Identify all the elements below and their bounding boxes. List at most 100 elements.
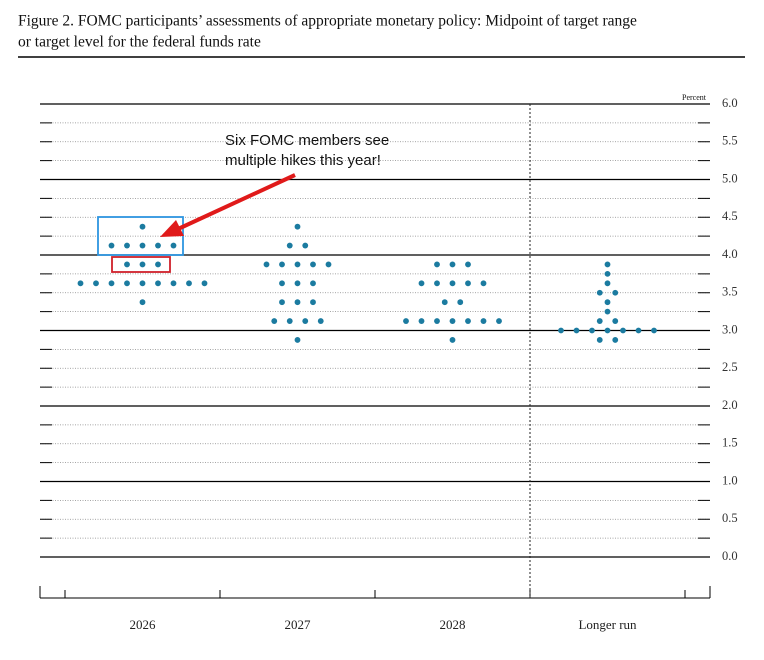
- dot: [186, 280, 192, 287]
- annotation: Six FOMC members see: [225, 132, 389, 149]
- dot: [651, 327, 657, 334]
- dot: [465, 261, 471, 268]
- dot: [155, 261, 161, 268]
- y-tick-label: 2.5: [722, 360, 738, 374]
- dot: [155, 242, 161, 249]
- dot: [310, 299, 316, 306]
- dot: [124, 280, 130, 287]
- arrow: [177, 173, 296, 231]
- dot: [139, 242, 146, 249]
- dot: [108, 242, 115, 249]
- dot: [589, 327, 595, 334]
- dot: [279, 299, 285, 306]
- dot: [325, 261, 332, 268]
- dot: [286, 242, 293, 249]
- dot: [286, 318, 293, 324]
- y-tick-label: 2.0: [722, 398, 738, 412]
- x-tick-label: 2027: [285, 617, 312, 632]
- y-tick-label: 0.5: [722, 511, 738, 525]
- dot: [604, 270, 611, 277]
- dot: [310, 280, 316, 287]
- dot: [279, 261, 285, 268]
- dot: [294, 223, 301, 230]
- dot: [434, 280, 440, 287]
- y-tick-label: 3.5: [722, 285, 738, 299]
- dot: [93, 280, 99, 287]
- dot: [604, 308, 611, 315]
- dot: [496, 318, 502, 324]
- dot: [604, 299, 611, 306]
- dot: [635, 327, 642, 334]
- dot: [465, 280, 471, 287]
- x-tick-label: 2028: [440, 617, 466, 632]
- dot: [139, 299, 146, 306]
- dot: [434, 261, 440, 268]
- x-tick-label: Longer run: [578, 617, 637, 632]
- dot: [271, 318, 278, 324]
- chart-subtitle: or target level for the federal funds ra…: [18, 34, 261, 51]
- y-tick-label: 4.0: [722, 247, 738, 261]
- plot: 0.0 0.5 1.0 1.5 2.0 2.5 3.0 3.5 4.0 4.5 5.0 5.5 6.0 2…: [39, 96, 738, 632]
- dot: [573, 327, 580, 334]
- dot: [294, 280, 301, 287]
- dot: [302, 318, 309, 324]
- dot: [279, 280, 285, 287]
- dot: [441, 299, 448, 306]
- dot: [302, 242, 309, 249]
- dot: [596, 289, 603, 296]
- dot: [310, 261, 316, 268]
- dot: [449, 318, 456, 324]
- dot: [596, 337, 603, 343]
- dot: [77, 280, 84, 287]
- dot: [612, 289, 619, 296]
- dot: [604, 261, 611, 268]
- dot: [480, 280, 487, 287]
- dot: [139, 280, 146, 287]
- dot: [449, 261, 456, 268]
- dot: [294, 337, 301, 343]
- y-tick-label: 6.0: [722, 96, 738, 110]
- dot: [558, 327, 564, 334]
- dot: [449, 280, 456, 287]
- unit-label: Percent: [682, 93, 707, 102]
- dot: [124, 261, 130, 268]
- y-tick-label: 1.0: [722, 473, 738, 487]
- dot: [124, 242, 130, 249]
- dot: [294, 299, 301, 306]
- x-tick-label: 2026: [130, 617, 157, 632]
- dot: [139, 261, 146, 268]
- dot: [418, 280, 425, 287]
- dot: [480, 318, 487, 324]
- dot: [155, 280, 161, 287]
- arrow-head: [160, 220, 184, 237]
- dot: [604, 327, 611, 334]
- dot: [263, 261, 270, 268]
- dot: [457, 299, 464, 306]
- dot: [418, 318, 425, 324]
- dot: [465, 318, 471, 324]
- highlight-box: [111, 256, 171, 273]
- dot: [170, 242, 177, 249]
- y-tick-label: 1.5: [722, 436, 738, 450]
- dot: [170, 280, 177, 287]
- y-tick-label: 5.5: [722, 134, 738, 148]
- dot: [604, 280, 611, 287]
- chart-title: Figure 2. FOMC participants’ assessments…: [18, 13, 637, 30]
- y-tick-label: 0.0: [722, 549, 738, 563]
- dot: [612, 337, 619, 343]
- dot: [612, 318, 619, 324]
- dot: [294, 261, 301, 268]
- y-tick-label: 3.0: [722, 322, 738, 336]
- dot: [596, 318, 603, 324]
- y-tick-label: 5.0: [722, 171, 738, 185]
- dot: [201, 280, 208, 287]
- dot: [449, 337, 456, 343]
- y-tick-label: 4.5: [722, 209, 738, 223]
- dot: [139, 223, 146, 230]
- dot: [620, 327, 626, 334]
- dot: [108, 280, 115, 287]
- dot: [317, 318, 324, 324]
- dot: [403, 318, 409, 324]
